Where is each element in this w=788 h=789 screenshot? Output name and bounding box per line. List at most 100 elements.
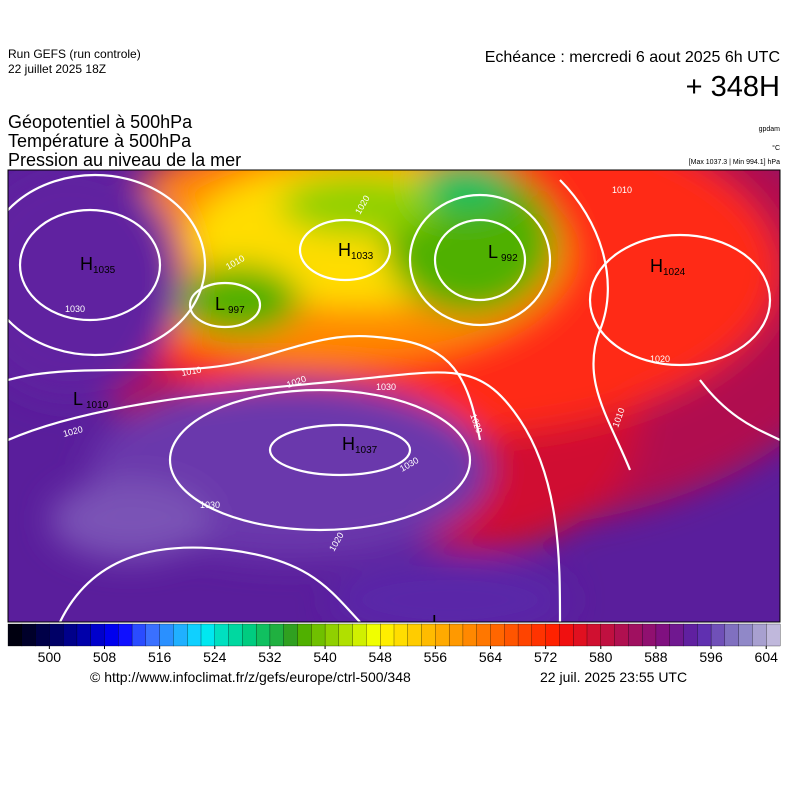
center-type: H [80,254,93,274]
colorbar-swatch [517,623,533,647]
center-type: L [432,612,442,632]
center-value: 992 [501,253,518,264]
colorbar-label: 580 [589,649,613,665]
colorbar-swatch [766,623,781,647]
isobar-label: 1010 [612,185,632,195]
colorbar-swatch [448,623,464,647]
colorbar-swatch [228,623,243,647]
legend-line: Géopotentiel à 500hPa [8,112,193,132]
colorbar-swatch [462,623,478,647]
colorbar-swatch [90,623,105,647]
center-value: 1035 [93,265,116,276]
isobar-label: 1020 [650,354,670,364]
isobar-label: 1010 [181,365,202,378]
colorbar-swatch [614,623,629,647]
center-type: L [73,389,83,409]
unit-label: gpdam [759,126,781,133]
colorbar-swatch [600,623,616,647]
colorbar-swatch [710,623,726,647]
colorbar-swatch [490,623,505,647]
unit-label: °C [772,144,780,152]
colorbar-swatch [573,623,588,647]
colorbar-swatch [7,623,23,647]
colorbar-swatch [545,623,560,647]
field [8,170,780,622]
colorbar-label: 596 [699,649,723,665]
colorbar-label: 508 [93,649,117,665]
colorbar-swatch [352,623,367,647]
colorbar-swatch [35,623,50,647]
map-frame [7,169,781,623]
colorbar-swatch [669,623,684,647]
legend-line: Température à 500hPa [8,131,192,151]
colorbar-swatch [242,623,257,647]
colorbar-swatch [76,623,92,647]
colorbar-swatch [118,623,133,647]
colorbar-label: 516 [148,649,172,665]
colorbar-swatch [62,623,78,647]
colorbar-swatch [738,623,753,647]
run-label: Run GEFS (run controle) [8,47,141,61]
colorbar-swatch [380,623,395,647]
colorbar-swatch [476,623,491,647]
colorbar-swatch [586,623,602,647]
colorbar-swatch [683,623,698,647]
colorbar-label: 548 [369,649,393,665]
colorbar-label: 572 [534,649,558,665]
colorbar-swatch [366,623,381,647]
colorbar-swatch [559,623,574,647]
colorbar-swatch [255,623,271,647]
colorbar-swatch [697,623,712,647]
colorbar-label: 564 [479,649,503,665]
colorbar-swatch [435,623,450,647]
colorbar-swatch [311,623,326,647]
isobar-label: 1030 [65,304,85,314]
colorbar-swatch [641,623,657,647]
colorbar-swatch [504,623,519,647]
colorbar-swatch [531,623,547,647]
echeance: Echéance : mercredi 6 aout 2025 6h UTC [485,49,780,66]
isobar-label: 1030 [200,500,220,510]
colorbar-swatch [297,623,312,647]
center-value: 1037 [355,445,378,456]
center-type: H [650,256,663,276]
colorbar-swatch [393,623,409,647]
colorbar-swatch [104,623,119,647]
run-date: 22 juillet 2025 18Z [8,62,106,76]
center-type: H [342,434,355,454]
colorbar-swatch [655,623,671,647]
colorbar-swatch [21,623,37,647]
legend-line: Pression au niveau de la mer [8,150,241,170]
center-type: H [338,240,351,260]
center-value: 1010 [86,400,109,411]
center-value: 1024 [663,267,686,278]
center-value: 997 [228,305,245,316]
colorbar-swatch [159,623,174,647]
colorbar-label: 524 [203,649,227,665]
isobars [8,173,780,622]
unit-label: [Max 1037.3 | Min 994.1] hPa [689,159,780,166]
colorbar-swatch [628,623,643,647]
colorbar-label: 500 [38,649,62,665]
colorbar-swatch [338,623,354,647]
colorbar-swatch [421,623,436,647]
colorbar-swatch [269,623,285,647]
colorbar-swatch [324,623,340,647]
colorbar-swatch [214,623,230,647]
colorbar-swatch [187,623,202,647]
lead-time: + 348H [686,71,780,103]
colorbar-swatch [49,623,64,647]
colorbar-swatch [131,623,147,647]
colorbar-label: 556 [424,649,448,665]
colorbar-swatch [283,623,298,647]
colorbar-label: 540 [313,649,337,665]
colorbar-swatch [173,623,188,647]
colorbar-swatch [407,623,423,647]
colorbar-label: 604 [755,649,779,665]
isobar-label: 1030 [376,382,396,392]
footer-timestamp: 22 juil. 2025 23:55 UTC [540,669,687,685]
colorbar-swatch [724,623,740,647]
colorbar-label: 588 [644,649,668,665]
